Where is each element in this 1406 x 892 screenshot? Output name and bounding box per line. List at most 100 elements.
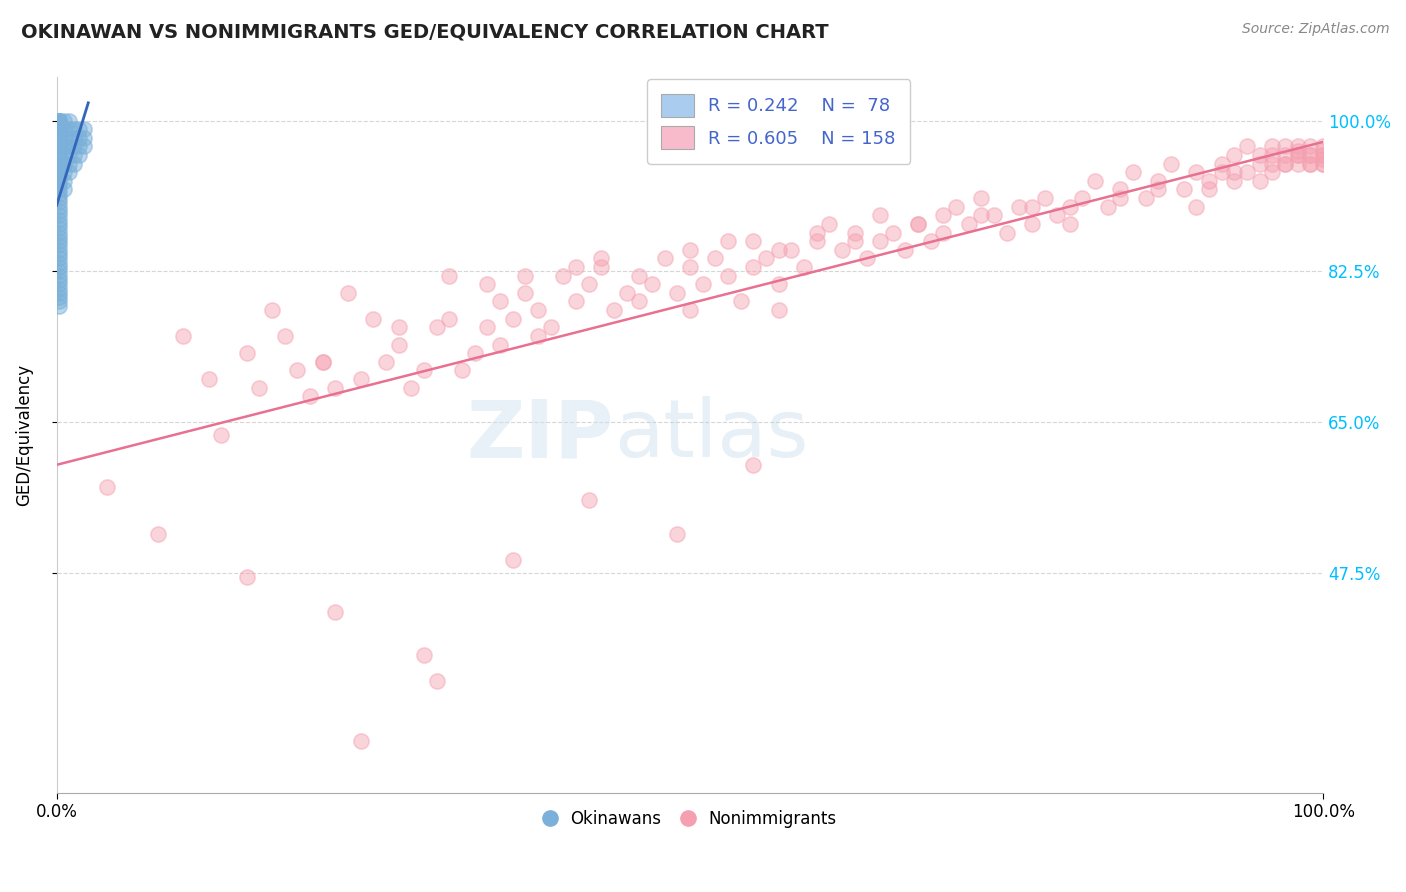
Point xyxy=(48,234,70,248)
Legend: Okinawans, Nonimmigrants: Okinawans, Nonimmigrants xyxy=(537,803,842,834)
Text: OKINAWAN VS NONIMMIGRANTS GED/EQUIVALENCY CORRELATION CHART: OKINAWAN VS NONIMMIGRANTS GED/EQUIVALENC… xyxy=(21,22,828,41)
Point xyxy=(717,268,740,283)
Point xyxy=(1274,139,1296,153)
Point xyxy=(53,148,76,162)
Point xyxy=(48,191,70,205)
Point xyxy=(48,113,70,128)
Point xyxy=(48,217,70,231)
Point xyxy=(48,148,70,162)
Point xyxy=(679,303,702,318)
Point xyxy=(48,290,70,304)
Text: Source: ZipAtlas.com: Source: ZipAtlas.com xyxy=(1241,22,1389,37)
Point xyxy=(679,243,702,257)
Point xyxy=(654,252,676,266)
Point xyxy=(995,226,1018,240)
Point xyxy=(48,113,70,128)
Point xyxy=(1274,156,1296,170)
Point xyxy=(48,127,70,141)
Point xyxy=(451,363,474,377)
Point xyxy=(53,130,76,145)
Point xyxy=(48,153,70,167)
Point xyxy=(844,226,866,240)
Point xyxy=(1312,139,1334,153)
Point xyxy=(527,303,550,318)
Point xyxy=(806,226,828,240)
Point xyxy=(1160,156,1182,170)
Point xyxy=(780,243,803,257)
Point xyxy=(1198,174,1220,188)
Point xyxy=(768,243,790,257)
Point xyxy=(58,148,80,162)
Point xyxy=(53,156,76,170)
Point xyxy=(48,139,70,153)
Point xyxy=(1312,148,1334,162)
Point xyxy=(831,243,853,257)
Point xyxy=(48,252,70,266)
Point xyxy=(48,122,70,136)
Point xyxy=(489,337,512,351)
Point xyxy=(48,294,70,309)
Point xyxy=(273,329,295,343)
Point xyxy=(48,247,70,261)
Point xyxy=(247,381,270,395)
Point xyxy=(755,252,778,266)
Point xyxy=(1173,182,1195,196)
Point xyxy=(58,122,80,136)
Point xyxy=(48,118,70,132)
Point xyxy=(48,113,70,128)
Point xyxy=(1223,174,1246,188)
Point xyxy=(477,277,499,292)
Point xyxy=(349,734,371,748)
Point xyxy=(67,139,90,153)
Point xyxy=(603,303,626,318)
Point xyxy=(63,139,86,153)
Point xyxy=(48,200,70,214)
Point xyxy=(1286,148,1309,162)
Point xyxy=(869,208,891,222)
Point xyxy=(48,243,70,257)
Point xyxy=(464,346,486,360)
Point xyxy=(1286,156,1309,170)
Text: atlas: atlas xyxy=(614,396,808,474)
Point xyxy=(48,226,70,240)
Point xyxy=(1109,191,1132,205)
Point xyxy=(1236,165,1258,179)
Point xyxy=(1312,156,1334,170)
Point xyxy=(426,673,449,688)
Point xyxy=(945,200,967,214)
Point xyxy=(285,363,308,377)
Point xyxy=(1261,148,1284,162)
Point xyxy=(48,221,70,235)
Point xyxy=(1286,139,1309,153)
Point xyxy=(628,268,651,283)
Point xyxy=(48,186,70,201)
Point xyxy=(1223,148,1246,162)
Point xyxy=(1299,156,1322,170)
Point xyxy=(53,113,76,128)
Point xyxy=(73,122,96,136)
Point xyxy=(48,238,70,252)
Point xyxy=(1097,200,1119,214)
Point xyxy=(527,329,550,343)
Point xyxy=(48,195,70,210)
Point xyxy=(53,165,76,179)
Point xyxy=(58,130,80,145)
Point xyxy=(412,363,434,377)
Point xyxy=(48,122,70,136)
Point xyxy=(412,648,434,662)
Point xyxy=(1299,148,1322,162)
Point xyxy=(502,553,524,567)
Point xyxy=(48,208,70,222)
Point xyxy=(1185,165,1208,179)
Point xyxy=(53,122,76,136)
Point xyxy=(704,252,727,266)
Point xyxy=(1147,182,1170,196)
Point xyxy=(48,144,70,158)
Point xyxy=(48,273,70,287)
Point xyxy=(426,320,449,334)
Point xyxy=(932,226,955,240)
Point xyxy=(1312,148,1334,162)
Point xyxy=(591,252,613,266)
Point xyxy=(818,217,841,231)
Point xyxy=(1312,153,1334,167)
